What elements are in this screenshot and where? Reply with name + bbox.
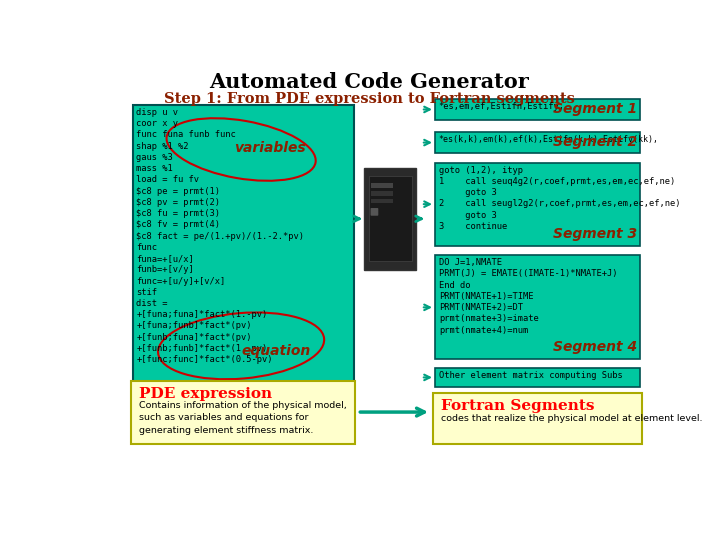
- Text: Segment 1: Segment 1: [553, 102, 637, 116]
- FancyBboxPatch shape: [131, 381, 355, 444]
- Text: PDE expression: PDE expression: [139, 387, 272, 401]
- Text: disp u v
coor x y
func funa funb func
shap %1 %2
gaus %3
mass %1
load = fu fv
$c: disp u v coor x y func funa funb func sh…: [137, 108, 305, 364]
- Text: goto (1,2), ityp
1    call seuq4g2(r,coef,prmt,es,em,ec,ef,ne)
     goto 3
2    : goto (1,2), ityp 1 call seuq4g2(r,coef,p…: [438, 166, 680, 231]
- FancyBboxPatch shape: [435, 99, 640, 120]
- Text: *es(k,k),em(k),ef(k),Estifn(k,k),Estifv(kk),: *es(k,k),em(k),ef(k),Estifn(k,k),Estifv(…: [438, 135, 659, 144]
- FancyBboxPatch shape: [435, 132, 640, 153]
- Text: DO J=1,NMATE
PRMT(J) = EMATE((IMATE-1)*NMATE+J)
End do
PRMT(NMATE+1)=TIME
PRMT(N: DO J=1,NMATE PRMT(J) = EMATE((IMATE-1)*N…: [438, 258, 617, 334]
- Text: equation: equation: [241, 344, 310, 358]
- Text: Other element matrix computing Subs: Other element matrix computing Subs: [438, 372, 623, 380]
- FancyBboxPatch shape: [372, 199, 393, 204]
- Text: Contains information of the physical model,
such as variables and equations for
: Contains information of the physical mod…: [139, 401, 346, 435]
- FancyBboxPatch shape: [433, 393, 642, 444]
- Text: Segment 4: Segment 4: [553, 340, 637, 354]
- FancyBboxPatch shape: [435, 163, 640, 246]
- FancyBboxPatch shape: [132, 105, 354, 413]
- FancyBboxPatch shape: [435, 255, 640, 359]
- Text: Segment 2: Segment 2: [553, 135, 637, 148]
- Text: Segment 3: Segment 3: [553, 227, 637, 241]
- Text: Step 1: From PDE expression to Fortran segments: Step 1: From PDE expression to Fortran s…: [163, 92, 575, 106]
- FancyBboxPatch shape: [435, 368, 640, 387]
- FancyBboxPatch shape: [369, 177, 412, 261]
- FancyBboxPatch shape: [371, 208, 378, 215]
- FancyBboxPatch shape: [372, 184, 393, 188]
- Text: Fortran Segments: Fortran Segments: [441, 399, 595, 413]
- Text: Automated Code Generator: Automated Code Generator: [209, 72, 529, 92]
- FancyBboxPatch shape: [372, 191, 393, 195]
- Text: codes that realize the physical model at element level.: codes that realize the physical model at…: [441, 414, 703, 423]
- Text: *es,em,ef,Estifn,Estify,: *es,em,ef,Estifn,Estify,: [438, 102, 564, 111]
- FancyBboxPatch shape: [364, 168, 416, 269]
- Text: variables: variables: [234, 141, 305, 155]
